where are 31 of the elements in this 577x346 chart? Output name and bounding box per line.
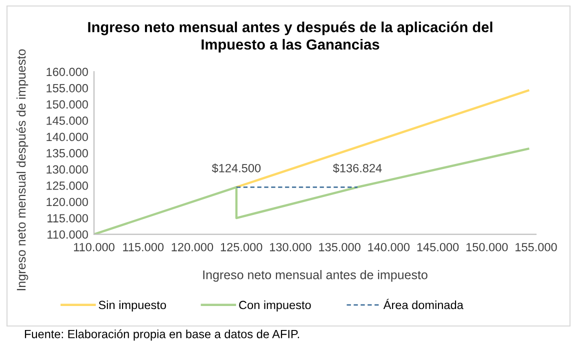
x-tick-label: 125.000 — [220, 242, 262, 252]
y-tick-label: 130.000 — [46, 165, 88, 174]
x-tick-label: 140.000 — [368, 242, 410, 252]
x-tick-label: 135.000 — [319, 242, 360, 252]
y-axis-title: Ingreso neto mensual después de impuesto — [16, 49, 28, 290]
annotation: $136.824 — [332, 163, 382, 174]
line-series — [94, 148, 530, 234]
x-tick-label: 130.000 — [270, 242, 312, 252]
x-tick-label: 145.000 — [417, 242, 459, 252]
y-tick-label: 120.000 — [46, 198, 88, 206]
annotation: $124.500 — [212, 163, 261, 174]
x-tick-label: 120.000 — [172, 242, 214, 252]
y-tick-label: 140.000 — [46, 132, 88, 142]
y-tick-label: 155.000 — [46, 84, 88, 92]
legend-label: Área dominada — [383, 298, 464, 310]
y-tick-label: 150.000 — [46, 100, 88, 109]
x-tick-label: 115.000 — [123, 242, 164, 252]
x-tick-label: 150.000 — [466, 242, 508, 252]
y-tick-label: 125.000 — [46, 182, 88, 190]
y-tick-label: 135.000 — [46, 149, 88, 158]
y-tick-label: 160.000 — [46, 68, 88, 76]
legend-label: Con impuesto — [239, 300, 311, 312]
y-tick-label: 110.000 — [48, 230, 88, 239]
x-tick-label: 110.000 — [74, 242, 114, 252]
legend-label: Sin impuesto — [98, 300, 166, 312]
source-note: Fuente: Elaboración propia en base a datos de AFIP. — [24, 329, 300, 341]
x-tick-label: 155.000 — [516, 242, 557, 252]
y-tick-label: 115.000 — [48, 214, 88, 222]
y-tick-label: 145.000 — [46, 116, 88, 125]
x-axis-title: Ingreso neto mensual antes de impuesto — [203, 270, 428, 282]
chart-title: Ingreso neto mensual antes y después de la aplicación del Impuesto a las Ganancias — [88, 21, 492, 53]
